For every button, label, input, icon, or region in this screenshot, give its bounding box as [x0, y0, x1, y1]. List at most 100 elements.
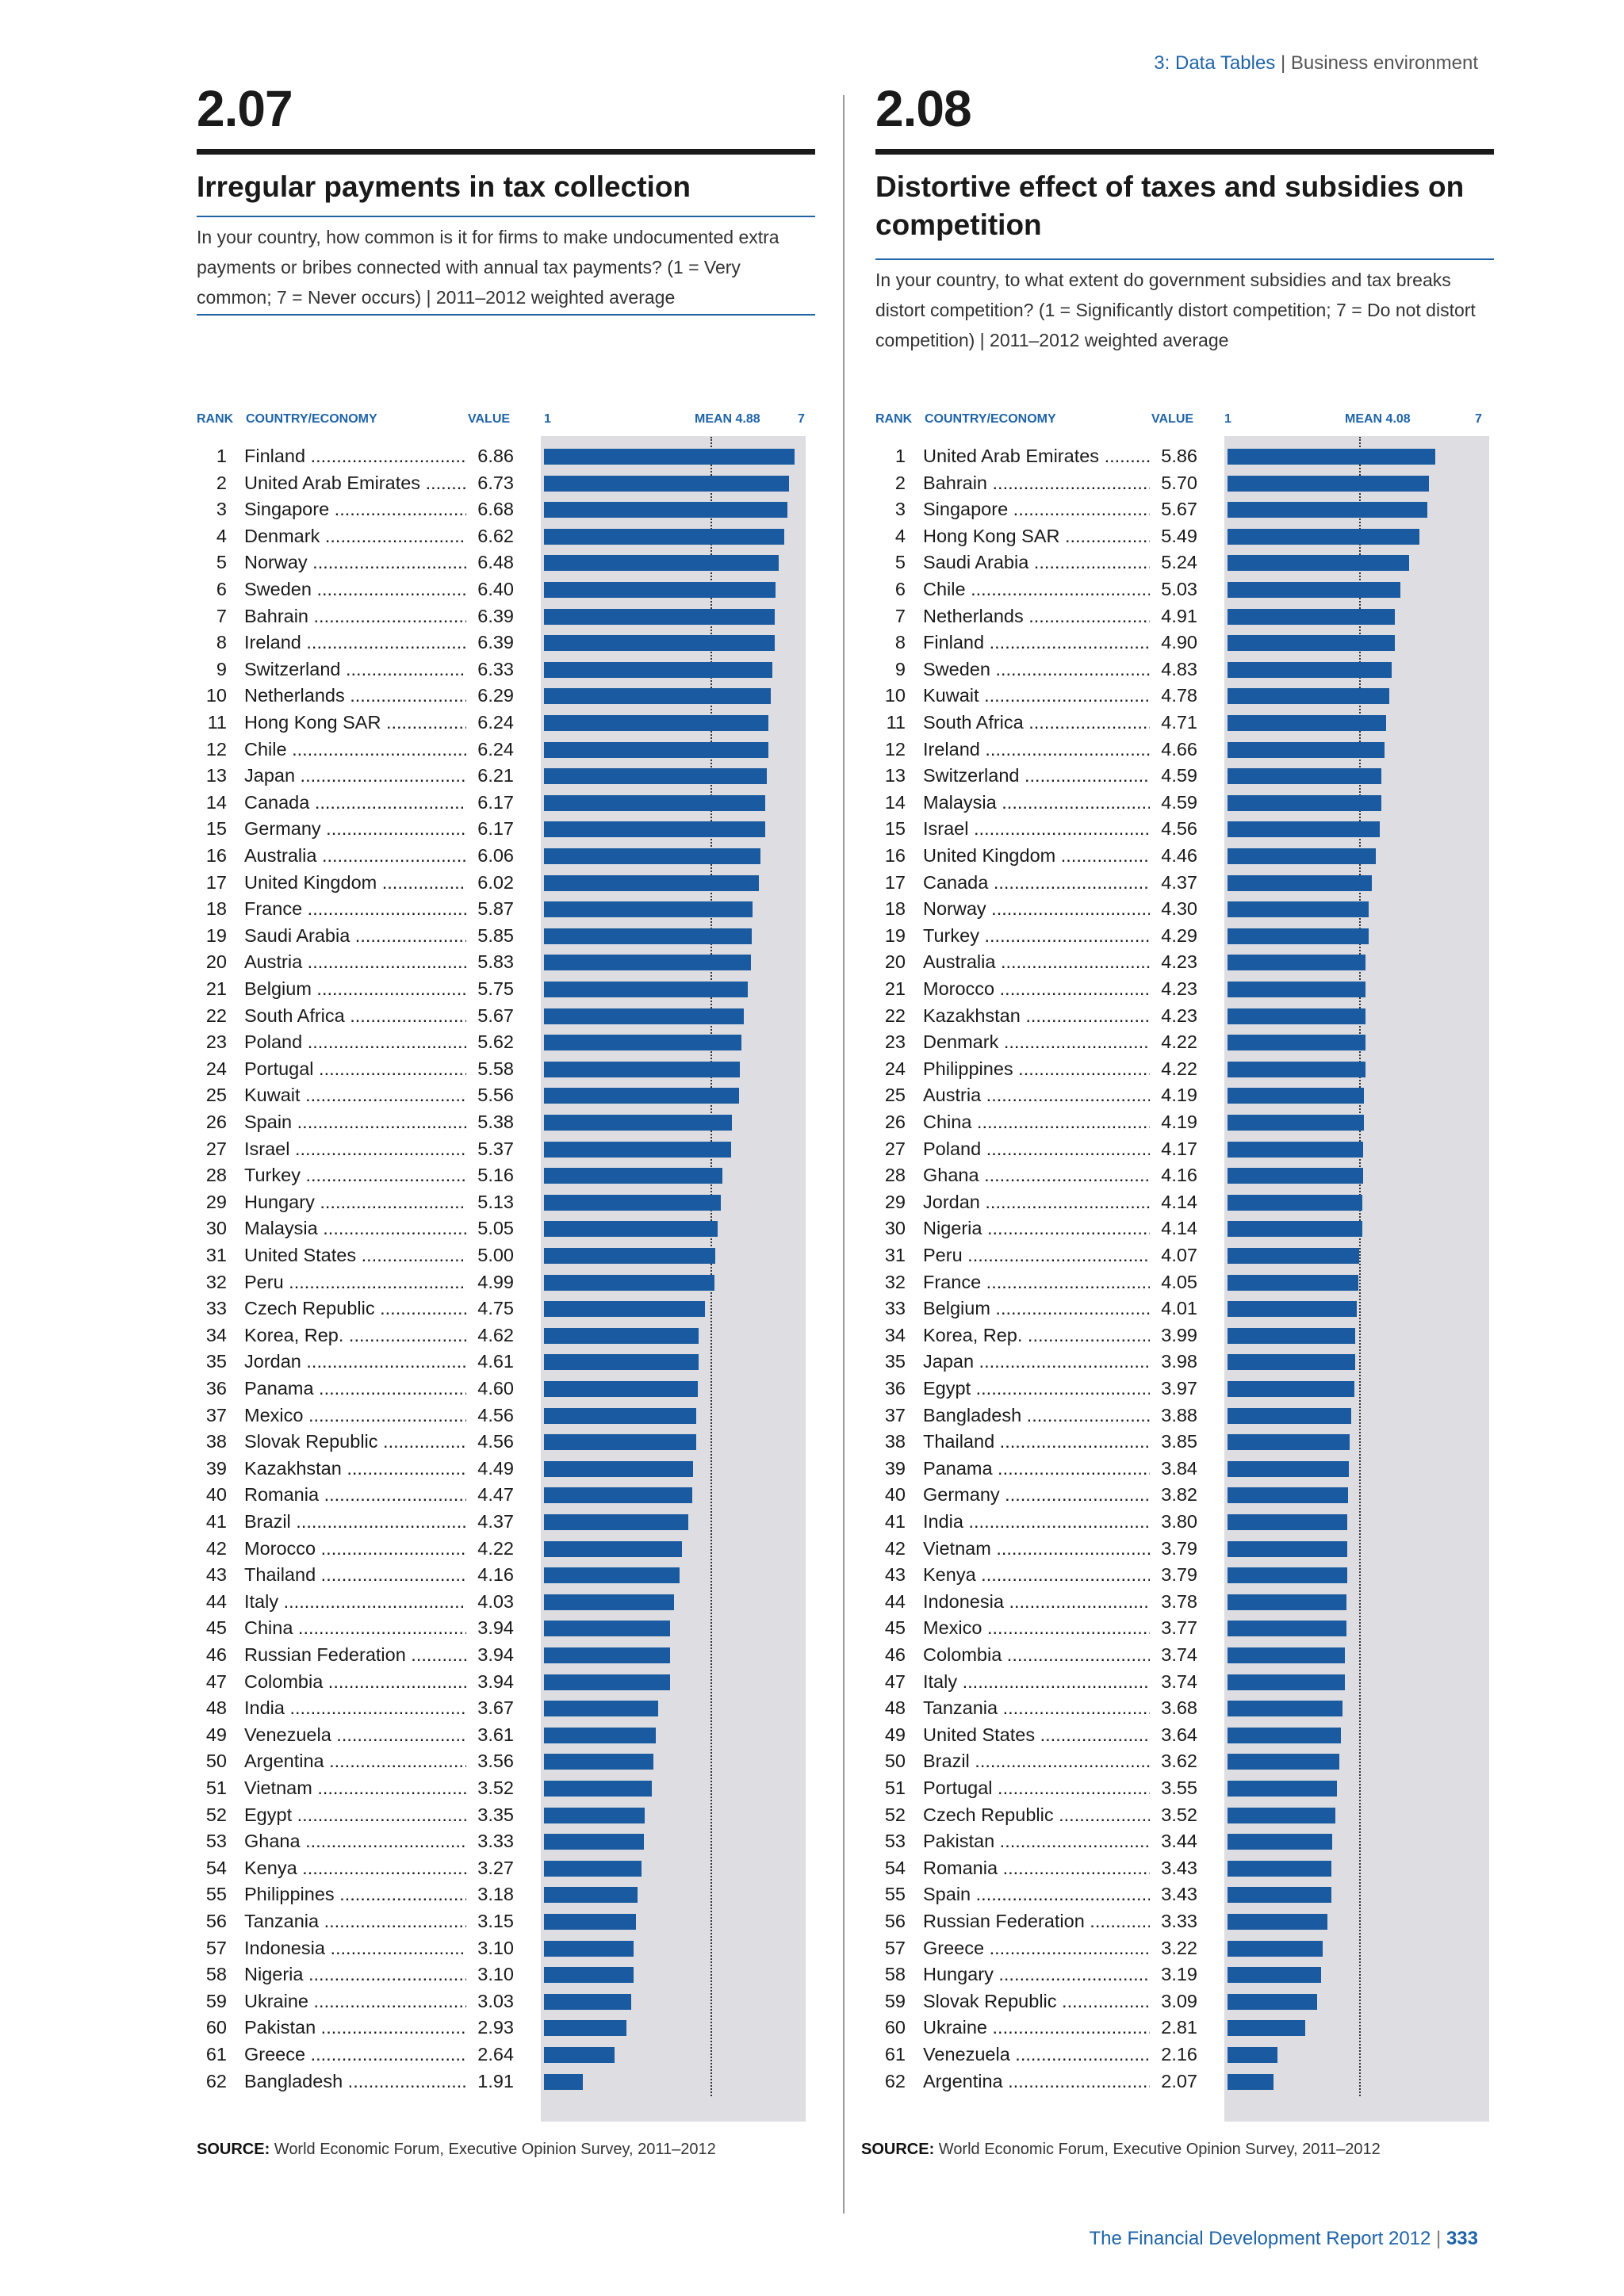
bar	[1228, 475, 1429, 492]
table-row: 6 Chile .................................…	[875, 576, 1494, 603]
value-label: 6.39	[466, 603, 514, 629]
bar	[1228, 1434, 1350, 1451]
value-label: 4.49	[466, 1455, 514, 1482]
rank-cell: 1	[894, 446, 906, 466]
country-label: Saudi Arabia ...........................…	[244, 924, 466, 946]
bar	[1228, 1940, 1323, 1957]
country-label: Australia ..............................…	[244, 845, 466, 866]
bar	[1228, 1621, 1346, 1637]
table-row: 37 Mexico ...............................…	[197, 1402, 815, 1429]
rank-cell: 12	[205, 738, 227, 760]
bar	[1228, 1061, 1365, 1077]
table-row: 59 Ukraine ..............................…	[197, 1988, 815, 2015]
country-label: Switzerland ............................…	[923, 765, 1150, 786]
bar	[544, 1434, 697, 1451]
table-row: 3 Singapore .............................…	[875, 496, 1494, 523]
rank-cell: 31	[205, 1245, 227, 1265]
rank-cell: 47	[884, 1670, 906, 1692]
rank-cell: 19	[884, 924, 906, 946]
table-row: 9 Sweden ................................…	[875, 656, 1494, 683]
source-label: SOURCE:	[197, 2141, 270, 2158]
value-label: 5.38	[466, 1109, 514, 1135]
table-row: 44 Italy ................................…	[197, 1588, 815, 1615]
value-label: 4.22	[466, 1535, 514, 1562]
table-row: 4 Hong Kong SAR .........................…	[875, 522, 1494, 549]
panel-number: 2.08	[875, 80, 972, 137]
country-label: China ..................................…	[923, 1112, 1150, 1132]
bar	[1228, 635, 1395, 652]
country-label: Canada .................................…	[923, 871, 1150, 893]
country-label: Ghana ..................................…	[923, 1165, 1150, 1186]
country-label: Slovak Republic ........................…	[923, 1990, 1150, 2011]
value-label: 2.81	[1150, 2015, 1197, 2042]
rank-cell: 19	[205, 924, 227, 946]
value-label: 3.62	[1150, 1748, 1197, 1775]
rank-cell: 48	[205, 1697, 227, 1719]
country-label: Turkey .................................…	[923, 924, 1150, 946]
value-label: 5.49	[1150, 522, 1197, 549]
country-label: Malaysia ...............................…	[244, 1218, 466, 1239]
table-row: 57 Greece ...............................…	[875, 1934, 1494, 1961]
bar	[1228, 1754, 1340, 1770]
bar	[1228, 1168, 1363, 1184]
rank-cell: 60	[884, 2017, 906, 2038]
bar	[1228, 1327, 1356, 1344]
rank-cell: 8	[216, 632, 227, 653]
value-label: 3.94	[466, 1615, 514, 1642]
table-row: 62 Bangladesh ...........................…	[197, 2068, 815, 2095]
bar	[544, 874, 760, 891]
value-label: 4.22	[1150, 1055, 1197, 1082]
country-label: Portugal ...............................…	[923, 1777, 1150, 1798]
bar	[1228, 848, 1376, 864]
table-row: 39 Kazakhstan ...........................…	[197, 1455, 815, 1482]
table-row: 53 Ghana ................................…	[197, 1828, 815, 1855]
bar	[544, 2047, 615, 2063]
table-row: 41 India ................................…	[875, 1509, 1494, 1535]
country-label: Thailand ...............................…	[244, 1564, 466, 1586]
table-row: 15 Germany ..............................…	[197, 816, 815, 843]
country-label: Slovak Republic ........................…	[244, 1431, 466, 1452]
bar	[1228, 608, 1396, 625]
table-row: 22 South Africa .........................…	[197, 1002, 815, 1029]
rank-cell: 26	[884, 1112, 906, 1132]
country-label: Colombia ...............................…	[244, 1670, 466, 1692]
bar	[544, 1008, 745, 1024]
value-label: 5.16	[466, 1162, 514, 1189]
country-label: Egypt ..................................…	[923, 1378, 1150, 1399]
topic-label: Business environment	[1290, 52, 1478, 74]
value-label: 5.62	[466, 1029, 514, 1056]
table-row: 43 Kenya ................................…	[875, 1562, 1494, 1589]
rank-cell: 56	[205, 1911, 227, 1931]
bar	[1228, 449, 1436, 465]
table-row: 45 Mexico ...............................…	[875, 1615, 1494, 1642]
bar	[1228, 1647, 1345, 1663]
table-row: 7 Netherlands ...........................…	[875, 603, 1494, 629]
value-label: 3.22	[1150, 1934, 1197, 1961]
bar	[544, 1327, 699, 1344]
bar	[544, 1807, 645, 1823]
value-label: 4.78	[1150, 683, 1197, 710]
rank-cell: 13	[884, 765, 906, 786]
source-text: World Economic Forum, Executive Opinion …	[938, 2141, 1381, 2158]
value-label: 4.05	[1150, 1269, 1197, 1295]
bar	[1228, 768, 1381, 785]
table-row: 20 Austria ..............................…	[197, 949, 815, 976]
value-label: 2.07	[1150, 2068, 1197, 2095]
rank-cell: 10	[205, 685, 227, 706]
value-label: 3.84	[1150, 1455, 1197, 1482]
table-row: 3 Singapore .............................…	[197, 496, 815, 523]
value-header: VALUE	[468, 412, 511, 426]
value-label: 4.59	[1150, 763, 1197, 790]
value-label: 3.52	[1150, 1801, 1197, 1828]
table-row: 58 Hungary ..............................…	[875, 1961, 1494, 1988]
chart-rows: 1 Finland ...............................…	[197, 437, 815, 2097]
value-label: 5.75	[466, 976, 514, 1002]
rank-cell: 3	[216, 499, 227, 520]
value-label: 1.91	[466, 2068, 514, 2095]
value-label: 3.74	[1150, 1642, 1197, 1668]
bar	[544, 1274, 715, 1291]
country-label: Japan ..................................…	[244, 765, 466, 786]
table-row: 11 Hong Kong SAR ........................…	[197, 710, 815, 736]
rank-cell: 3	[894, 499, 906, 520]
table-row: 24 Philippines ..........................…	[875, 1055, 1494, 1082]
